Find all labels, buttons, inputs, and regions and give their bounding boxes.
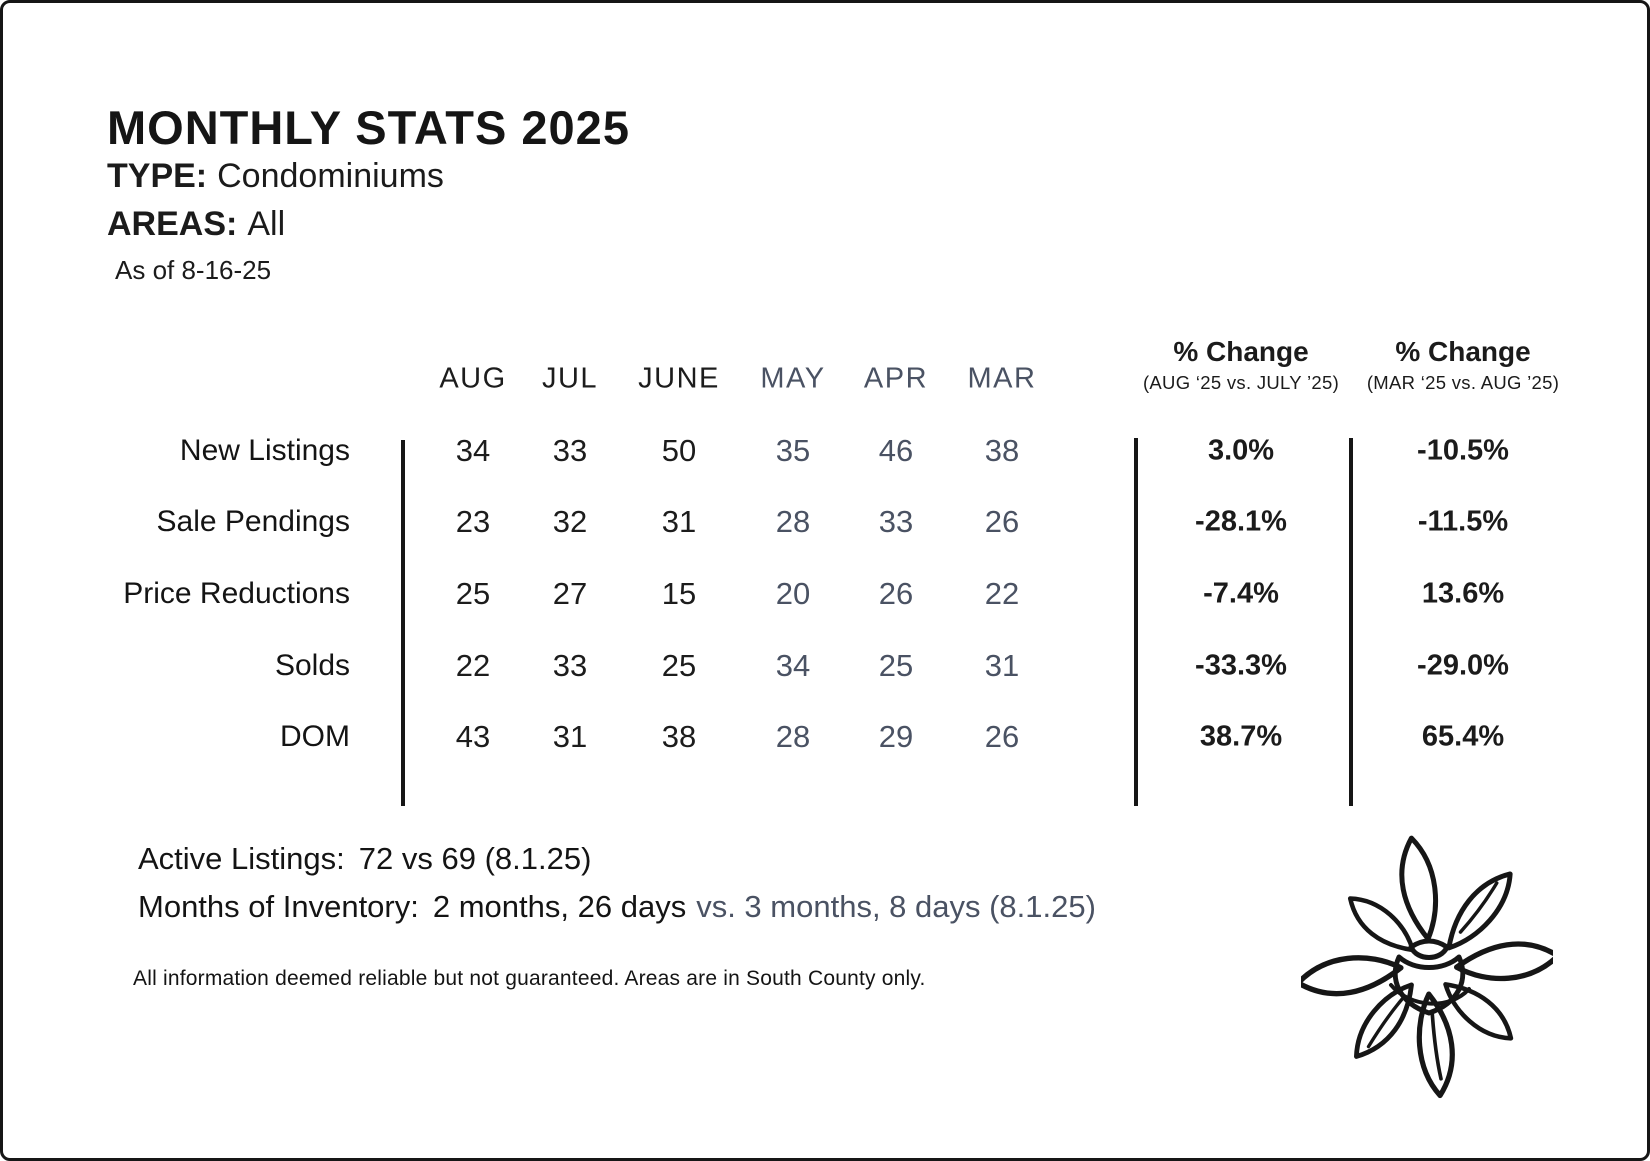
table-cell: 33	[552, 648, 588, 683]
table-cell: 25	[455, 576, 491, 611]
page-title: MONTHLY STATS 2025	[107, 101, 630, 154]
magnolia-flower-icon	[1301, 835, 1553, 1099]
col-header-may: MAY	[760, 362, 826, 395]
table-cell: 27	[552, 576, 588, 611]
table-cell: 29	[878, 719, 914, 754]
disclaimer-text: All information deemed reliable but not …	[133, 967, 926, 990]
table-cell: 26	[878, 576, 914, 611]
table-cell: 50	[661, 433, 697, 468]
pct-change-cell: -7.4%	[1203, 577, 1279, 610]
table-cell: 33	[552, 433, 588, 468]
row-label-price-reductions: Price Reductions	[123, 577, 350, 610]
pct-change-cell: -11.5%	[1417, 505, 1509, 538]
table-cell: 28	[775, 504, 811, 539]
inventory-label: Months of Inventory:	[138, 889, 419, 924]
col-header-mar: MAR	[967, 362, 1037, 395]
table-cell: 32	[552, 504, 588, 539]
type-line: TYPE: Condominiums	[107, 157, 444, 196]
type-value: Condominiums	[217, 157, 444, 195]
col-header-jul: JUL	[541, 362, 599, 395]
table-cell: 35	[775, 433, 811, 468]
table-cell: 22	[455, 648, 491, 683]
table-cell: 26	[984, 504, 1020, 539]
areas-line: AREAS: All	[107, 205, 285, 244]
divider-labels	[401, 440, 405, 806]
col-subheader-pct-change-1: (AUG ‘25 vs. JULY ’25)	[1142, 372, 1340, 393]
table-cell: 43	[455, 719, 491, 754]
table-cell: 25	[878, 648, 914, 683]
table-cell: 31	[552, 719, 588, 754]
table-cell: 34	[455, 433, 491, 468]
pct-change-cell: 3.0%	[1207, 434, 1275, 467]
table-cell: 15	[661, 576, 697, 611]
table-cell: 46	[878, 433, 914, 468]
table-cell: 34	[775, 648, 811, 683]
active-listings-label: Active Listings:	[138, 841, 345, 876]
inventory-current-value: 2 months, 26 days	[432, 889, 687, 924]
pct-change-cell: -29.0%	[1417, 649, 1509, 682]
pct-change-cell: 65.4%	[1421, 720, 1505, 753]
table-cell: 38	[984, 433, 1020, 468]
table-cell: 28	[775, 719, 811, 754]
table-cell: 20	[775, 576, 811, 611]
col-header-apr: APR	[863, 362, 929, 395]
pct-change-cell: 38.7%	[1199, 720, 1283, 753]
col-header-pct-change-2: % Change	[1395, 336, 1531, 367]
pct-change-cell: -10.5%	[1417, 434, 1509, 467]
areas-label: AREAS:	[107, 205, 238, 243]
col-header-aug: AUG	[439, 362, 507, 395]
table-cell: 26	[984, 719, 1020, 754]
row-label-dom: DOM	[280, 720, 350, 753]
type-label: TYPE:	[107, 157, 208, 195]
table-cell: 25	[661, 648, 697, 683]
months-inventory-line: Months of Inventory: 2 months, 26 days vs.…	[138, 889, 1096, 925]
col-subheader-pct-change-2: (MAR ‘25 vs. AUG ’25)	[1366, 372, 1560, 393]
table-cell: 22	[984, 576, 1020, 611]
table-cell: 23	[455, 504, 491, 539]
pct-change-cell: -28.1%	[1195, 505, 1287, 538]
as-of-date: As of 8-16-25	[115, 255, 272, 285]
active-listings-value: 72 vs 69 (8.1.25)	[358, 841, 592, 876]
row-label-new-listings: New Listings	[179, 434, 350, 467]
table-cell: 38	[661, 719, 697, 754]
col-header-pct-change-1: % Change	[1173, 336, 1309, 367]
table-cell: 31	[661, 504, 697, 539]
pct-change-cell: 13.6%	[1421, 577, 1505, 610]
areas-value: All	[247, 205, 286, 243]
divider-pct-1	[1134, 438, 1138, 806]
table-cell: 31	[984, 648, 1020, 683]
pct-change-cell: -33.3%	[1195, 649, 1287, 682]
table-cell: 33	[878, 504, 914, 539]
inventory-prior-value: vs. 3 months, 8 days (8.1.25)	[696, 889, 1096, 924]
col-header-june: JUNE	[638, 362, 720, 395]
divider-pct-2	[1349, 438, 1353, 806]
active-listings-line: Active Listings: 72 vs 69 (8.1.25)	[138, 841, 591, 877]
row-label-solds: Solds	[274, 649, 350, 682]
row-label-sale-pendings: Sale Pendings	[156, 505, 350, 538]
